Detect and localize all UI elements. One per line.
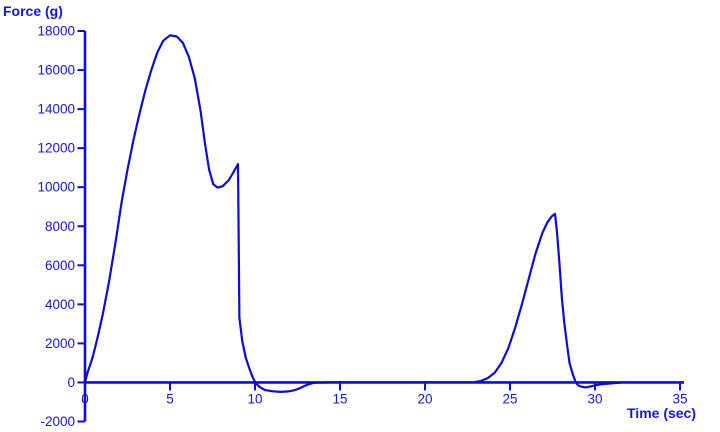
x-tick-label: 10 — [247, 391, 262, 406]
x-tick-label: 25 — [502, 391, 517, 406]
y-tick-label: 10000 — [37, 180, 75, 195]
x-axis-title: Time (sec) — [627, 405, 696, 421]
y-tick-label: 18000 — [37, 24, 75, 39]
x-tick-label: 5 — [166, 391, 174, 406]
y-axis-title: Force (g) — [3, 3, 63, 19]
x-tick-label: 15 — [332, 391, 347, 406]
y-tick-label: -2000 — [40, 414, 75, 429]
y-tick-label: 16000 — [37, 63, 75, 78]
y-tick-label: 6000 — [45, 258, 75, 273]
force-series-line — [83, 34, 622, 393]
y-tick-label: 4000 — [45, 297, 75, 312]
y-tick-label: 14000 — [37, 102, 75, 117]
y-tick-label: 8000 — [45, 219, 75, 234]
y-tick-label: 2000 — [45, 336, 75, 351]
x-tick-label: 35 — [672, 391, 687, 406]
y-tick-label: 0 — [67, 375, 75, 390]
y-tick-label: 12000 — [37, 141, 75, 156]
x-tick-label: 30 — [587, 391, 602, 406]
x-tick-label: 0 — [81, 391, 89, 406]
x-tick-label: 20 — [417, 391, 432, 406]
